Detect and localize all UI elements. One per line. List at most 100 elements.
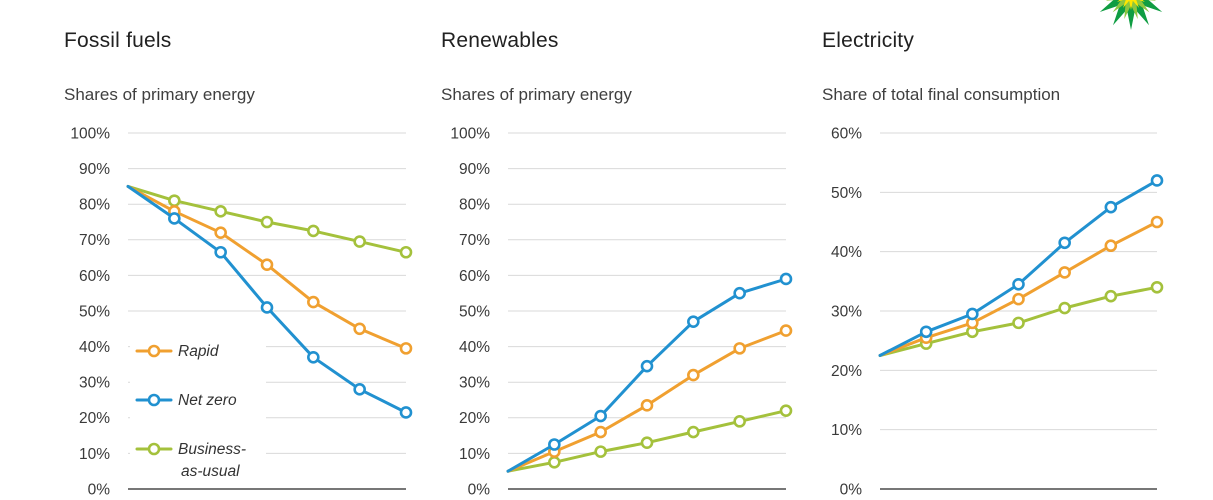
- data-point-marker: [594, 409, 607, 423]
- helios-outer-petals: [1099, 0, 1163, 30]
- data-point-marker: [307, 350, 320, 364]
- legend-label: Net zero: [178, 392, 237, 409]
- data-point-marker: [687, 425, 700, 439]
- data-point-marker: [353, 235, 366, 248]
- data-point-marker: [1012, 277, 1025, 291]
- data-point-marker: [260, 215, 274, 229]
- y-tick-label: 80%: [79, 197, 110, 214]
- y-tick-label: 0%: [88, 481, 111, 498]
- legend-label: Business-as-usual: [178, 441, 246, 480]
- data-point-marker: [548, 438, 561, 451]
- data-point-marker: [1150, 174, 1164, 187]
- data-point-marker: [919, 325, 933, 339]
- chart-1-group: 100% 90% 80% 70% 60% 50% 40% 30% 20% 10% 0%: [450, 125, 793, 498]
- data-point-marker: [1058, 301, 1071, 315]
- data-point-marker: [353, 383, 366, 396]
- data-point-marker: [733, 415, 746, 428]
- data-point-marker: [307, 224, 320, 238]
- series-business-as-usual: [126, 184, 413, 259]
- chart-legend: Rapid Net zero Business-as-usual: [130, 332, 266, 480]
- y-tick-label: 60%: [459, 268, 490, 285]
- y-tick-label: 70%: [459, 232, 490, 249]
- y-tick-label: 20%: [831, 363, 862, 380]
- data-point-marker: [779, 404, 793, 417]
- y-tick-label: 60%: [831, 125, 862, 142]
- y-tick-label: 50%: [831, 185, 862, 202]
- data-point-marker: [1150, 215, 1164, 229]
- data-point-marker: [260, 301, 274, 314]
- data-point-marker: [594, 425, 607, 439]
- data-point-marker: [779, 324, 793, 337]
- renewables-chart-title: Renewables: [441, 29, 559, 52]
- data-point-marker: [1058, 266, 1071, 279]
- data-point-marker: [1150, 280, 1164, 294]
- data-point-marker: [548, 455, 561, 469]
- legend-swatch-marker: [147, 393, 161, 407]
- data-point-marker: [733, 286, 746, 300]
- data-point-marker: [168, 194, 181, 207]
- y-tick-label: 90%: [459, 161, 490, 178]
- data-point-marker: [214, 205, 227, 218]
- data-point-marker: [399, 245, 413, 259]
- y-tick-label: 50%: [459, 303, 490, 320]
- y-tick-label: 10%: [459, 446, 490, 463]
- electricity-chart-subtitle: Share of total final consumption: [822, 85, 1061, 104]
- y-tick-label: 10%: [831, 422, 862, 439]
- data-point-marker: [353, 322, 366, 336]
- y-tick-label: 30%: [459, 375, 490, 392]
- data-point-marker: [966, 307, 979, 321]
- legend-item-2: Business-as-usual: [135, 441, 246, 480]
- data-point-marker: [687, 315, 700, 328]
- data-point-marker: [214, 245, 227, 259]
- legend-swatch-marker: [147, 442, 161, 456]
- chart-0-group: 100% 90% 80% 70% 60% 50% 40% 30% 20% 10% 0% Rapid Ne…: [70, 125, 413, 498]
- data-point-marker: [214, 226, 227, 239]
- data-point-marker: [640, 436, 654, 450]
- y-tick-label: 0%: [468, 481, 491, 498]
- y-tick-label: 40%: [831, 244, 862, 261]
- data-point-marker: [1012, 316, 1025, 330]
- bp-helios-logo-icon: [1099, 0, 1163, 30]
- y-tick-label: 40%: [79, 339, 110, 356]
- legend-swatch-marker: [147, 344, 161, 358]
- helios-inner-petals: [1117, 0, 1145, 10]
- y-tick-label: 0%: [840, 481, 863, 498]
- legend-item-1: Net zero: [135, 392, 237, 409]
- y-tick-label: 20%: [459, 410, 490, 427]
- fossil-fuels-chart-title: Fossil fuels: [64, 29, 172, 52]
- data-point-marker: [399, 342, 413, 355]
- data-point-marker: [640, 359, 654, 373]
- data-point-marker: [307, 295, 320, 309]
- y-tick-label: 30%: [831, 303, 862, 320]
- y-tick-label: 100%: [450, 125, 490, 142]
- y-tick-label: 60%: [79, 268, 110, 285]
- series-net-zero: [878, 174, 1164, 357]
- legend-label: Rapid: [178, 343, 220, 360]
- data-point-marker: [1104, 289, 1118, 303]
- electricity-chart-title: Electricity: [822, 29, 915, 52]
- data-point-marker: [399, 406, 413, 419]
- data-point-marker: [1104, 239, 1118, 253]
- data-point-marker: [779, 272, 793, 286]
- y-tick-label: 50%: [79, 303, 110, 320]
- series-rapid: [126, 184, 413, 355]
- series-business-as-usual: [506, 404, 793, 473]
- y-tick-label: 30%: [79, 375, 110, 392]
- y-tick-label: 40%: [459, 339, 490, 356]
- y-tick-label: 70%: [79, 232, 110, 249]
- data-point-marker: [687, 368, 700, 382]
- series-business-as-usual: [878, 280, 1164, 357]
- y-tick-label: 100%: [70, 125, 110, 142]
- y-tick-label: 90%: [79, 161, 110, 178]
- series-net-zero: [126, 184, 413, 419]
- renewables-chart-subtitle: Shares of primary energy: [441, 85, 632, 104]
- data-point-marker: [1012, 292, 1025, 306]
- chart-2-group: 60% 50% 40% 30% 20% 10% 0%: [831, 125, 1164, 498]
- y-tick-label: 10%: [79, 446, 110, 463]
- data-point-marker: [640, 399, 654, 412]
- fossil-fuels-chart-subtitle: Shares of primary energy: [64, 85, 255, 104]
- y-tick-label: 20%: [79, 410, 110, 427]
- data-point-marker: [1058, 236, 1071, 250]
